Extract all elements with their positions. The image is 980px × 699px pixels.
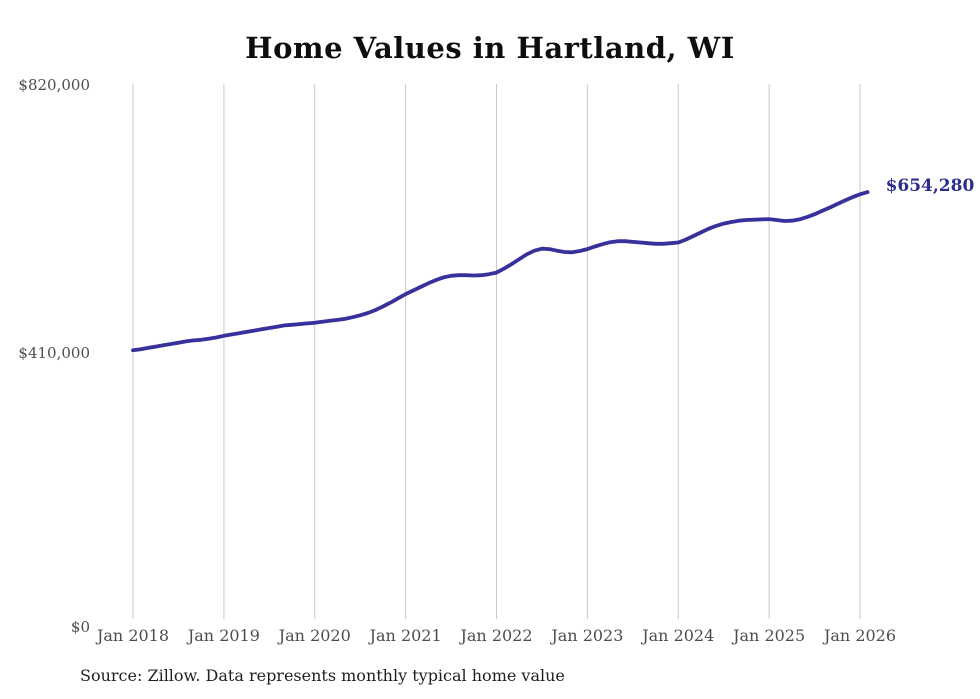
y-tick-label: $820,000 bbox=[18, 76, 90, 94]
y-tick-label: $0 bbox=[70, 618, 90, 636]
latest-value-label: $654,280 bbox=[885, 176, 975, 197]
x-tick-label: Jan 2020 bbox=[278, 626, 351, 645]
source-note: Source: Zillow. Data represents monthly … bbox=[80, 666, 565, 685]
y-tick-label: $410,000 bbox=[18, 343, 90, 362]
home-value-line bbox=[131, 190, 870, 353]
x-tick-label: Jan 2018 bbox=[96, 626, 170, 645]
x-tick-label: Jan 2024 bbox=[642, 626, 715, 645]
gridlines-group bbox=[132, 84, 861, 619]
x-tick-label: Jan 2019 bbox=[187, 626, 260, 645]
x-tick-label: Jan 2021 bbox=[369, 626, 442, 645]
x-tick-label: Jan 2023 bbox=[551, 626, 624, 645]
x-tick-label: Jan 2026 bbox=[823, 626, 897, 645]
chart-title: Home Values in Hartland, WI bbox=[245, 31, 735, 65]
x-tick-label: Jan 2022 bbox=[460, 626, 533, 645]
x-tick-label: Jan 2025 bbox=[733, 626, 806, 645]
